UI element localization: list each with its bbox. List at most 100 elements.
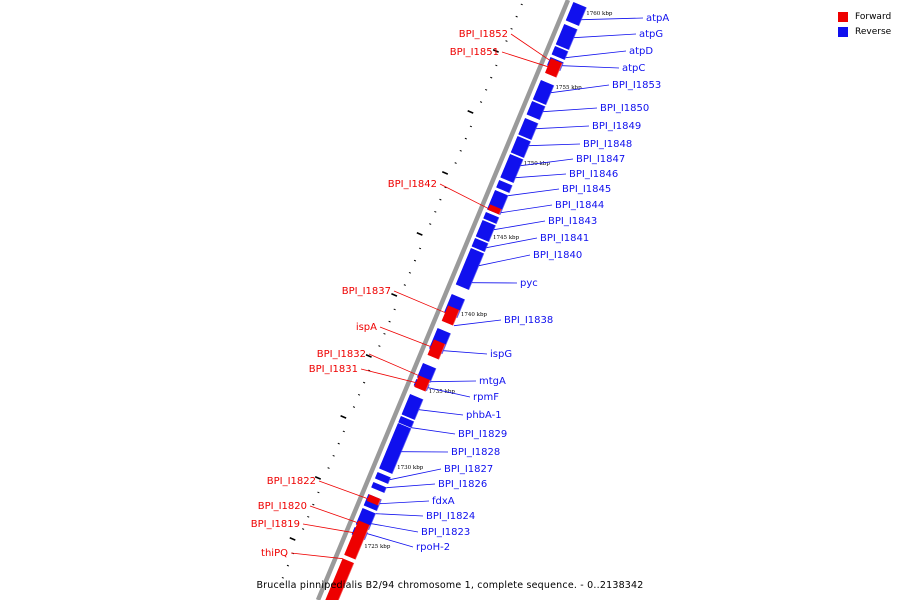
reverse-gene-block-edge — [429, 368, 437, 383]
reverse-gene-block — [401, 393, 424, 421]
reverse-gene-leader — [428, 387, 471, 398]
forward-gene-leader — [379, 326, 432, 348]
tick-mark — [413, 259, 417, 262]
reverse-gene-block — [555, 23, 578, 51]
scale-label: 1735 kbp — [429, 389, 456, 395]
reverse-gene-block — [471, 237, 489, 253]
reverse-gene-block-edge — [376, 499, 382, 511]
forward-gene-label-bpi-i1832: BPI_I1832 — [317, 349, 366, 360]
reverse-gene-label-rpmf: rpmF — [473, 392, 499, 403]
forward-gene-block — [487, 204, 502, 215]
legend-item-reverse: Reverse — [838, 24, 891, 39]
forward-gene-leader — [510, 33, 551, 62]
reverse-gene-leader — [453, 319, 502, 327]
reverse-gene-block — [374, 471, 391, 485]
tick-mark — [444, 186, 447, 189]
reverse-gene-block — [518, 117, 539, 141]
tick-mark — [302, 528, 305, 530]
reverse-gene-leader — [520, 158, 574, 167]
tick-mark — [388, 320, 391, 323]
scale-label: 1745 kbp — [493, 235, 520, 241]
reverse-gene-label-fdxa: fdxA — [432, 496, 455, 507]
tick-mark — [342, 430, 345, 433]
reverse-gene-leader — [379, 500, 430, 505]
tick-mark — [365, 354, 372, 358]
reverse-gene-block-edge — [488, 225, 497, 242]
reverse-gene-leader — [430, 380, 477, 383]
reverse-gene-label-bpi-i1841: BPI_I1841 — [540, 233, 589, 244]
reverse-gene-block — [371, 481, 387, 494]
tick-mark — [439, 198, 442, 201]
reverse-gene-leader — [371, 523, 419, 533]
reverse-gene-block-edge — [383, 487, 387, 493]
reverse-gene-leader — [562, 65, 620, 69]
forward-gene-leader — [290, 552, 343, 560]
reverse-gene-label-phba-1: phbA-1 — [466, 410, 502, 421]
forward-gene-block — [325, 558, 355, 600]
forward-gene-block-edge — [555, 63, 563, 78]
forward-gene-block-edge — [498, 209, 502, 215]
forward-gene-block-edge — [438, 344, 446, 360]
scale-label: 1740 kbp — [461, 312, 488, 318]
reverse-gene-label-bpi-i1826: BPI_I1826 — [438, 479, 487, 490]
tick-mark — [314, 476, 322, 480]
forward-gene-label-bpi-i1831: BPI_I1831 — [309, 364, 358, 375]
forward-gene-block — [344, 532, 366, 560]
reverse-gene-block — [526, 100, 546, 121]
tick-mark — [378, 345, 381, 347]
tick-mark — [357, 393, 361, 396]
reverse-gene-label-bpi-i1827: BPI_I1827 — [444, 464, 493, 475]
backbone — [315, 0, 571, 600]
reverse-gene-label-atpd: atpD — [629, 46, 653, 57]
reverse-gene-block-edge — [387, 477, 392, 484]
reverse-gene-leader — [389, 468, 442, 481]
tick-mark — [332, 454, 335, 457]
tick-mark — [454, 162, 457, 164]
reverse-gene-block — [565, 1, 587, 27]
reverse-gene-block-edge — [513, 159, 524, 183]
tick-mark — [281, 576, 284, 579]
reverse-gene-label-bpi-i1844: BPI_I1844 — [555, 200, 604, 211]
reverse-gene-block-edge — [564, 51, 569, 60]
reverse-gene-leader — [418, 409, 464, 416]
tick-mark — [286, 564, 290, 567]
reverse-gene-block-edge — [368, 513, 377, 530]
reverse-gene-leader — [367, 533, 414, 548]
reverse-gene-block — [455, 247, 485, 291]
reverse-gene-block — [379, 422, 412, 475]
forward-gene-block — [441, 305, 460, 326]
reverse-gene-leader — [515, 173, 567, 179]
forward-gene-label-bpi-i1819: BPI_I1819 — [251, 519, 300, 530]
tick-mark — [490, 76, 493, 79]
reverse-gene-label-atpa: atpA — [646, 13, 669, 24]
reverse-gene-block-edge — [545, 85, 555, 105]
reverse-gene-leader — [528, 143, 581, 147]
reverse-gene-leader — [581, 17, 644, 21]
reverse-gene-leader — [550, 84, 610, 94]
reverse-gene-label-bpi-i1828: BPI_I1828 — [451, 447, 500, 458]
reverse-gene-block-edge — [508, 185, 513, 193]
tick-mark — [352, 406, 356, 408]
reverse-gene-block-edge — [496, 217, 500, 224]
reverse-gene-label-bpi-i1846: BPI_I1846 — [569, 169, 618, 180]
reverse-gene-block — [500, 153, 524, 184]
tick-mark — [464, 137, 467, 140]
tick-mark — [418, 247, 422, 250]
reverse-gene-label-pyc: pyc — [520, 278, 538, 289]
reverse-gene-leader — [375, 513, 424, 517]
forward-gene-block — [544, 58, 563, 78]
tick-mark — [467, 110, 474, 114]
tick-mark — [479, 101, 483, 103]
tick-mark — [429, 223, 432, 225]
tick-mark — [510, 27, 513, 30]
scale-label: 1730 kbp — [397, 465, 424, 471]
tick-mark — [485, 88, 488, 91]
forward-gene-leader — [393, 290, 446, 314]
reverse-gene-block-edge — [456, 299, 466, 318]
tick-mark — [327, 467, 330, 469]
tick-mark — [416, 232, 423, 236]
forward-gene-label-bpi-i1822: BPI_I1822 — [267, 476, 316, 487]
forward-gene-block-edge — [425, 380, 431, 392]
reverse-gene-block-edge — [559, 62, 565, 71]
scale-label: 1760 kbp — [586, 11, 613, 17]
